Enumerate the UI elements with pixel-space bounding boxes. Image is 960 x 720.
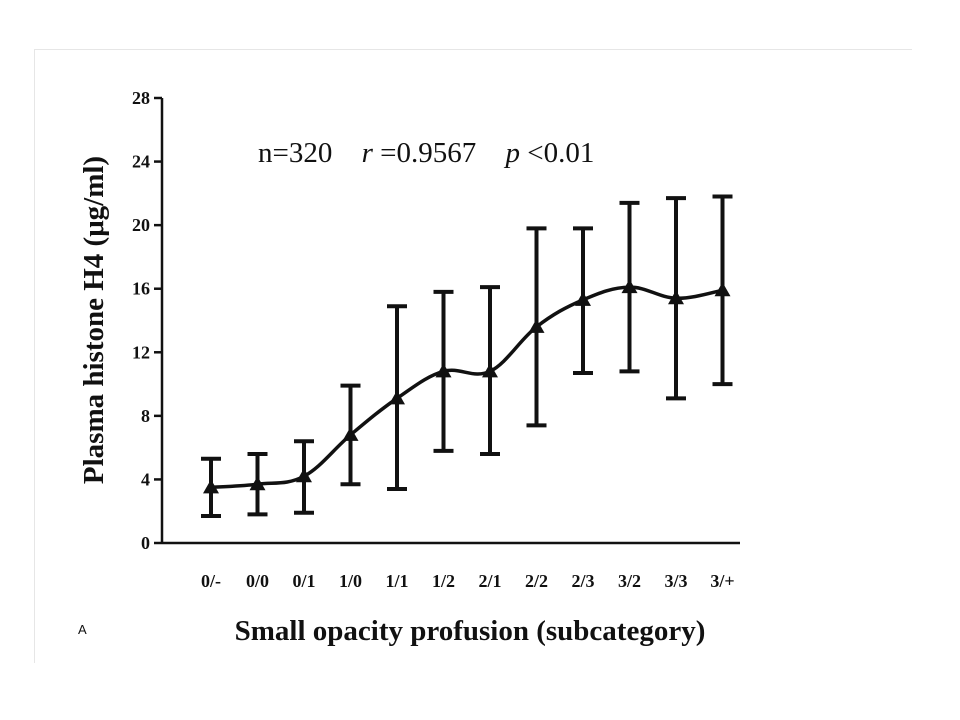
x-ticks: 0/- 0/0 0/1 1/0 1/1 1/2 2/1 2/2 2/3 3/2 3/3 3/+ <box>201 571 735 591</box>
marker-3/2 <box>621 279 638 294</box>
marker-0/0 <box>249 476 266 491</box>
x-tick-label-1/1: 1/1 <box>385 571 408 591</box>
x-tick-label-2/2: 2/2 <box>525 571 548 591</box>
annotation-r-value: =0.9567 <box>380 137 476 169</box>
y-ticks: 0 4 8 12 16 20 24 28 <box>132 88 162 553</box>
marker-1/1 <box>389 390 405 405</box>
annotation-p-value: <0.01 <box>527 137 594 169</box>
x-tick-label-3/+: 3/+ <box>710 571 734 591</box>
x-tick-label-1/2: 1/2 <box>432 571 455 591</box>
x-tick-label-2/3: 2/3 <box>571 571 594 591</box>
y-tick-label-24: 24 <box>132 152 150 172</box>
annotation-r-symbol: r <box>362 137 374 169</box>
y-tick-label-20: 20 <box>132 215 150 235</box>
y-tick-label-28: 28 <box>132 88 150 108</box>
annotation-p-symbol: p <box>504 137 521 169</box>
marker-1/2 <box>435 363 452 378</box>
marker-1/0 <box>342 426 359 441</box>
y-axis-title: Plasma histone H4 (μg/ml) <box>78 156 110 484</box>
panel-label: A <box>78 622 87 637</box>
series-line-path <box>210 285 723 490</box>
y-tick-label-0: 0 <box>141 533 150 553</box>
x-axis-title: Small opacity profusion (subcategory) <box>235 615 706 647</box>
marker-0/- <box>203 479 219 494</box>
x-tick-label-1/0: 1/0 <box>339 571 362 591</box>
error-bars <box>201 194 733 518</box>
y-tick-label-12: 12 <box>132 342 150 362</box>
axes <box>160 98 740 545</box>
x-tick-label-3/2: 3/2 <box>618 571 641 591</box>
x-tick-label-0/-: 0/- <box>201 571 221 591</box>
marker-3/+ <box>714 282 731 297</box>
marker-2/3 <box>575 291 591 306</box>
x-tick-label-2/1: 2/1 <box>478 571 501 591</box>
y-tick-label-4: 4 <box>141 469 150 489</box>
y-tick-label-16: 16 <box>132 279 150 299</box>
marker-0/1 <box>296 468 312 483</box>
x-tick-label-0/1: 0/1 <box>292 571 315 591</box>
x-tick-label-3/3: 3/3 <box>664 571 687 591</box>
data-markers <box>203 279 731 494</box>
x-tick-label-0/0: 0/0 <box>246 571 269 591</box>
marker-2/2 <box>528 318 545 333</box>
annotation-n: n=320 <box>258 137 332 169</box>
marker-2/1 <box>482 363 498 378</box>
marker-3/3 <box>668 290 684 305</box>
series-line <box>210 285 723 490</box>
figure-frame <box>34 49 912 663</box>
annotation: n=320 r =0.9567 p <0.01 <box>258 137 594 169</box>
y-tick-label-8: 8 <box>141 406 150 426</box>
